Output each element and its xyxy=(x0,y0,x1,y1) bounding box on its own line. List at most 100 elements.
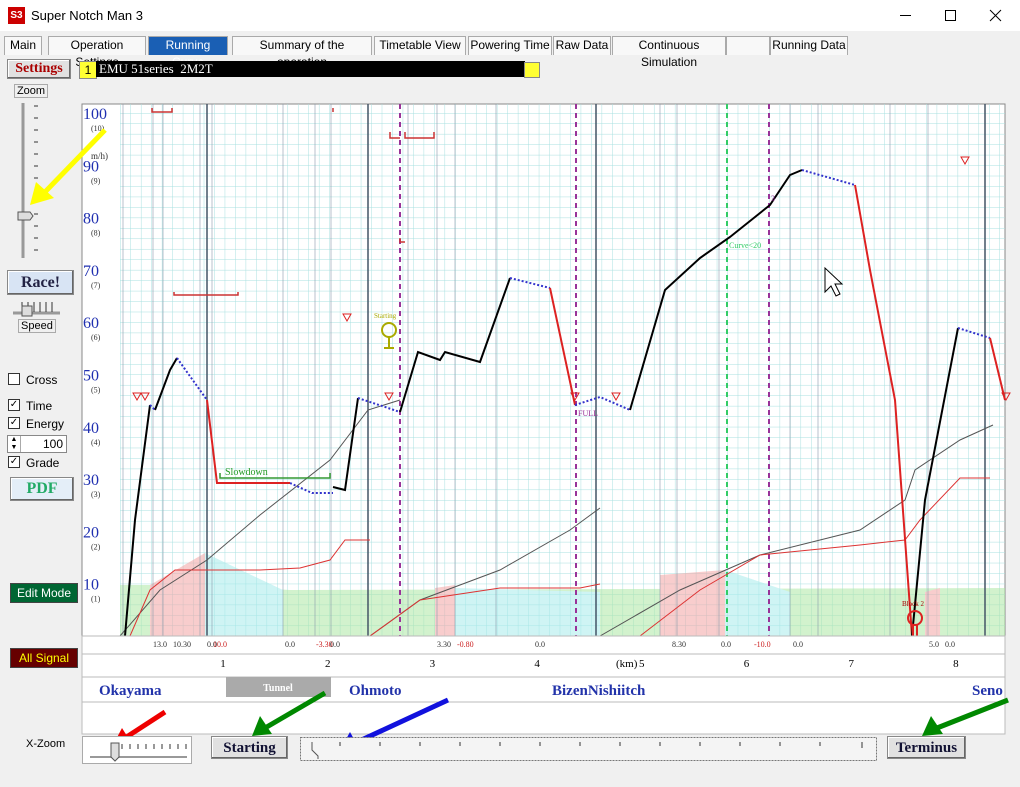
speed-tick-sub: (6) xyxy=(91,333,101,342)
tab[interactable]: Summary of the operation xyxy=(232,36,372,69)
station-row xyxy=(81,676,1006,703)
blank-row xyxy=(81,701,1006,735)
km-tick-label: 7 xyxy=(848,658,854,670)
tab[interactable]: Running Curve xyxy=(148,36,228,69)
race-button[interactable]: Race! xyxy=(7,270,74,295)
terminus-button[interactable]: Terminus xyxy=(887,736,966,759)
window-controls[interactable] xyxy=(880,0,1020,31)
grade-label: 13.0 xyxy=(153,640,167,649)
speed-tick-sub: (1) xyxy=(91,595,101,604)
tab[interactable] xyxy=(726,36,770,55)
grade-label: -0.80 xyxy=(457,640,474,649)
time-label: Time xyxy=(26,399,53,413)
station-name: Ohmoto xyxy=(349,683,402,699)
speed-tick-sub: (3) xyxy=(91,490,101,499)
energy-spinner[interactable]: ▲ ▼ 100 xyxy=(7,435,67,453)
speed-tick-sub: (10) xyxy=(91,124,105,133)
time-checkbox[interactable]: ✓ xyxy=(8,399,20,411)
energy-checkbox[interactable]: ✓ xyxy=(8,417,20,429)
zoom-label: Zoom xyxy=(14,84,48,98)
position-scrollbar[interactable] xyxy=(300,737,877,761)
grade-label: 0.0 xyxy=(535,640,545,649)
speed-unit: m/h) xyxy=(91,151,108,161)
speed-tick-sub: (8) xyxy=(91,229,101,238)
color-swatch[interactable] xyxy=(524,62,540,78)
tunnel-label: Tunnel xyxy=(263,683,293,694)
station-name: Okayama xyxy=(99,683,162,699)
tab[interactable]: Main xyxy=(4,36,42,55)
grid xyxy=(120,104,1005,636)
speed-tick-label: 10 xyxy=(83,577,99,594)
full-label: FULL xyxy=(578,409,598,418)
speed-tick-label: 40 xyxy=(83,420,99,437)
speed-slider[interactable] xyxy=(10,298,65,318)
block-label: Block 2 xyxy=(902,600,924,608)
grade-label: 0.0 xyxy=(945,640,955,649)
window-title: Super Notch Man 3 xyxy=(31,8,144,23)
energy-value[interactable]: 100 xyxy=(42,437,63,451)
grade-label: 0.0 xyxy=(207,640,217,649)
slowdown-label: Slowdown xyxy=(225,467,268,478)
starting-button[interactable]: Starting xyxy=(211,736,288,759)
spinner-arrows[interactable]: ▲ ▼ xyxy=(8,436,21,452)
tab[interactable]: Raw Data xyxy=(553,36,611,55)
signal-lines xyxy=(399,104,770,636)
grade-label: 0.0 xyxy=(330,640,340,649)
speed-tick-label: 20 xyxy=(83,524,99,541)
grade-label: 10.30 xyxy=(173,640,191,649)
settings-button[interactable]: Settings xyxy=(7,59,71,79)
curve-label: Curve<20 xyxy=(729,241,761,250)
speed-tick-label: 30 xyxy=(83,472,99,489)
app-icon: S3 xyxy=(8,7,25,24)
grade-label: Grade xyxy=(26,456,60,470)
speed-limits xyxy=(151,108,435,479)
speed-tick-sub: (7) xyxy=(91,281,101,290)
speed-tick-label: 70 xyxy=(83,263,99,280)
edit-mode-button[interactable]: Edit Mode xyxy=(10,583,78,603)
speed-tick-sub: (9) xyxy=(91,176,101,185)
x-zoom-label: X-Zoom xyxy=(26,738,66,750)
grade-label: 0.0 xyxy=(721,640,731,649)
all-signal-button[interactable]: All Signal xyxy=(10,648,78,668)
speed-tick-label: 60 xyxy=(83,315,99,332)
cross-label: Cross xyxy=(26,373,58,387)
notch-label: 3 xyxy=(771,194,775,203)
zoom-slider[interactable] xyxy=(10,98,50,268)
energy-label: Energy xyxy=(26,417,65,431)
speed-curve xyxy=(124,169,1006,637)
grade-shading xyxy=(120,553,1005,636)
starting-label: Starting xyxy=(374,312,397,320)
km-tick-label: 6 xyxy=(744,658,750,670)
grade-checkbox[interactable]: ✓ xyxy=(8,456,20,468)
cross-checkbox[interactable] xyxy=(8,373,20,385)
km-tick-label: 3 xyxy=(430,658,436,670)
maximize[interactable] xyxy=(945,10,956,21)
tab[interactable]: Timetable View xyxy=(374,36,466,55)
grade-label: -10.0 xyxy=(754,640,771,649)
auxiliary-curves xyxy=(119,399,994,637)
close[interactable] xyxy=(989,9,1002,22)
tab[interactable]: Running Data xyxy=(770,36,848,55)
grade-label: 5.0 xyxy=(929,640,939,649)
km-unit: (km) xyxy=(616,658,638,670)
km-tick-label: 4 xyxy=(534,658,540,670)
speed-tick-label: 100 xyxy=(83,106,107,123)
station-name: BizenNishiitch xyxy=(552,683,646,699)
tab[interactable]: Continuous Simulation xyxy=(612,36,726,69)
grade-label: 10.0 xyxy=(213,640,227,649)
grade-label: 0.0 xyxy=(793,640,803,649)
train-name: EMU 51series 2M2T xyxy=(96,61,525,77)
speed-label: Speed xyxy=(18,319,56,333)
grade-label: 0.0 xyxy=(285,640,295,649)
km-tick-label: 2 xyxy=(325,658,331,670)
tab[interactable]: Powering Time xyxy=(468,36,552,55)
pdf-button[interactable]: PDF xyxy=(10,477,74,501)
speed-tick-label: 90 xyxy=(83,158,99,175)
grade-label: 8.30 xyxy=(672,640,686,649)
km-tick-label: 5 xyxy=(639,658,645,670)
speed-tick-sub: (2) xyxy=(91,542,101,551)
grade-label: 3.30 xyxy=(437,640,451,649)
x-zoom-slider[interactable] xyxy=(82,736,192,764)
